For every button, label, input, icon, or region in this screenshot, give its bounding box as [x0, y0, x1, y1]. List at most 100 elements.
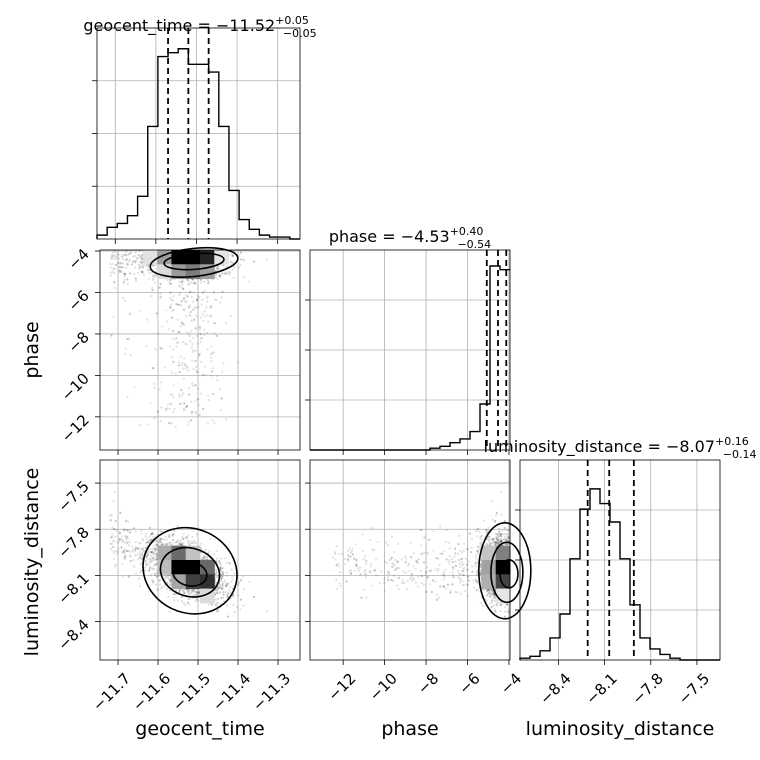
scatter-point [148, 564, 151, 568]
scatter-point [188, 291, 191, 294]
scatter-point [159, 296, 162, 299]
scatter-point [139, 257, 142, 260]
scatter-point [129, 555, 132, 558]
scatter-point [192, 539, 195, 542]
scatter-point [125, 259, 128, 262]
scatter-point [158, 388, 161, 391]
scatter-point [153, 564, 156, 567]
scatter-point [144, 535, 147, 538]
scatter-point [209, 306, 212, 310]
scatter-point [189, 419, 192, 422]
scatter-point [126, 528, 129, 532]
scatter-point [159, 296, 162, 299]
scatter-point [128, 531, 132, 534]
scatter-point [194, 410, 197, 413]
scatter-point [112, 500, 115, 503]
scatter-point [186, 590, 190, 593]
scatter-point [113, 286, 116, 290]
scatter-point [147, 277, 151, 280]
scatter-point [248, 280, 251, 283]
scatter-point [227, 589, 231, 592]
scatter-point [183, 363, 187, 366]
scatter-point [123, 278, 126, 282]
scatter-point [127, 253, 130, 256]
scatter-point [200, 542, 203, 545]
scatter-point [206, 295, 209, 298]
scatter-point [235, 606, 239, 609]
scatter-point [196, 591, 200, 594]
scatter-point [202, 407, 205, 411]
scatter-point [137, 254, 140, 257]
scatter-point [170, 278, 173, 281]
scatter-point [149, 573, 152, 576]
title-luminosity-distance: luminosity_distance = −8.07+0.16 −0.14 [484, 435, 757, 461]
scatter-point [378, 581, 382, 585]
scatter-point [132, 255, 135, 258]
scatter-point [203, 315, 206, 318]
scatter-point [194, 282, 197, 285]
scatter-point [154, 583, 158, 586]
scatter-point [220, 564, 223, 567]
scatter-point [128, 272, 132, 275]
scatter-point [226, 615, 230, 618]
scatter-point [144, 560, 147, 563]
scatter-point [169, 306, 172, 309]
scatter-point [214, 604, 218, 607]
scatter-point [174, 372, 177, 376]
scatter-point [151, 288, 154, 292]
scatter-point [228, 271, 231, 274]
scatter-point [167, 596, 170, 599]
scatter-point [176, 540, 179, 544]
scatter-point [141, 266, 144, 269]
scatter-point [155, 540, 158, 543]
scatter-point [146, 268, 149, 272]
scatter-point [114, 263, 117, 267]
scatter-point [225, 571, 228, 574]
scatter-point [120, 546, 123, 549]
scatter-point [110, 536, 113, 539]
scatter-point [151, 547, 154, 551]
scatter-point [181, 340, 184, 343]
scatter-point [163, 538, 166, 541]
scatter-point [109, 266, 112, 269]
scatter-point [178, 361, 181, 364]
scatter-point [186, 366, 189, 369]
scatter-point [186, 295, 189, 298]
scatter-point [132, 259, 135, 263]
scatter-point [178, 393, 181, 396]
scatter-point [194, 412, 198, 415]
scatter-luminosity_distance-vs-geocent_time [109, 491, 269, 618]
scatter-point [113, 281, 116, 284]
scatter-point [193, 318, 196, 321]
scatter-point [143, 549, 146, 552]
scatter-point [119, 511, 122, 515]
scatter-point [177, 303, 180, 306]
scatter-point [212, 351, 215, 354]
scatter-point [176, 341, 179, 344]
scatter-point [178, 395, 181, 398]
scatter-point [113, 281, 116, 284]
scatter-point [211, 392, 214, 395]
scatter-point [151, 551, 154, 554]
scatter-point [109, 262, 112, 266]
scatter-point [114, 519, 117, 523]
scatter-point [111, 526, 114, 529]
scatter-point [131, 260, 135, 263]
scatter-point [125, 250, 128, 253]
scatter-point [214, 275, 217, 278]
scatter-point [133, 386, 136, 389]
scatter-point [125, 266, 128, 269]
scatter-point [191, 343, 194, 346]
scatter-point [221, 583, 224, 586]
scatter-point [198, 296, 201, 299]
scatter-point [109, 519, 112, 522]
scatter-point [179, 402, 182, 405]
scatter-point [141, 552, 144, 555]
scatter-point [143, 273, 146, 276]
scatter-point [164, 408, 167, 411]
scatter-point [221, 272, 224, 275]
scatter-point [210, 603, 214, 606]
scatter-point [160, 587, 163, 590]
scatter-point [502, 532, 506, 536]
scatter-point [196, 334, 199, 337]
